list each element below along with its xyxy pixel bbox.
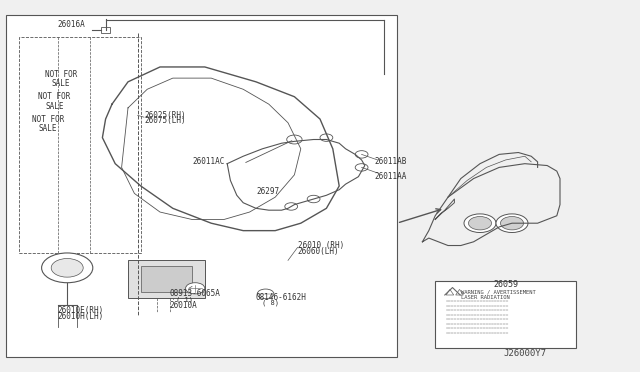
Text: ======================: ====================== bbox=[446, 326, 509, 331]
Bar bbox=[101, 27, 110, 33]
Text: ======================: ====================== bbox=[446, 313, 509, 318]
Circle shape bbox=[287, 135, 302, 144]
Text: 26060(LH): 26060(LH) bbox=[298, 247, 339, 256]
Text: 26010A: 26010A bbox=[170, 301, 197, 310]
Text: 08913-6065A: 08913-6065A bbox=[170, 289, 220, 298]
Circle shape bbox=[468, 217, 492, 230]
Text: ======================: ====================== bbox=[446, 304, 509, 309]
Text: 26016A: 26016A bbox=[58, 20, 85, 29]
Text: ( 8): ( 8) bbox=[262, 300, 280, 307]
Text: NOT FOR: NOT FOR bbox=[45, 70, 77, 79]
Text: N: N bbox=[187, 289, 191, 295]
Circle shape bbox=[320, 134, 333, 141]
Text: 26010 (RH): 26010 (RH) bbox=[298, 241, 344, 250]
Circle shape bbox=[51, 259, 83, 277]
Text: 26059: 26059 bbox=[493, 280, 518, 289]
Circle shape bbox=[186, 283, 205, 294]
Circle shape bbox=[355, 151, 368, 158]
Text: ======================: ====================== bbox=[446, 322, 509, 327]
Text: ======================: ====================== bbox=[446, 299, 509, 305]
Circle shape bbox=[285, 203, 298, 210]
Text: 26297: 26297 bbox=[256, 187, 279, 196]
Bar bbox=[6, 15, 397, 357]
Bar bbox=[128, 260, 205, 298]
Circle shape bbox=[500, 217, 524, 230]
Polygon shape bbox=[456, 289, 463, 295]
Text: ( 1): ( 1) bbox=[176, 296, 193, 303]
Text: 26010E(RH): 26010E(RH) bbox=[58, 306, 104, 315]
Bar bbox=[435, 281, 576, 348]
Text: WARNING / AVERTISSEMENT: WARNING / AVERTISSEMENT bbox=[461, 289, 536, 295]
Circle shape bbox=[496, 214, 528, 232]
Text: NOT FOR: NOT FOR bbox=[38, 92, 70, 101]
Text: ======================: ====================== bbox=[446, 308, 509, 314]
Text: NOT FOR: NOT FOR bbox=[32, 115, 64, 124]
Text: 26011AB: 26011AB bbox=[374, 157, 407, 166]
Text: 26025(RH): 26025(RH) bbox=[144, 111, 186, 120]
Text: 26011AA: 26011AA bbox=[374, 172, 407, 181]
Text: 26011AC: 26011AC bbox=[192, 157, 225, 166]
Circle shape bbox=[355, 164, 368, 171]
Text: SALE: SALE bbox=[52, 79, 70, 88]
Text: ======================: ====================== bbox=[446, 317, 509, 323]
Bar bbox=[141, 266, 192, 292]
Circle shape bbox=[464, 214, 496, 232]
Text: 26075(LH): 26075(LH) bbox=[144, 116, 186, 125]
Circle shape bbox=[257, 289, 274, 299]
Text: 08146-6162H: 08146-6162H bbox=[256, 293, 307, 302]
Text: 26010H(LH): 26010H(LH) bbox=[58, 312, 104, 321]
Text: ======================: ====================== bbox=[446, 331, 509, 336]
Circle shape bbox=[307, 195, 320, 203]
Text: J26000Y7: J26000Y7 bbox=[503, 349, 547, 358]
Text: LASER RADIATION: LASER RADIATION bbox=[461, 295, 509, 300]
Text: SALE: SALE bbox=[45, 102, 63, 110]
Polygon shape bbox=[446, 289, 454, 295]
Bar bbox=[19, 37, 141, 253]
Text: SALE: SALE bbox=[39, 124, 57, 133]
Circle shape bbox=[42, 253, 93, 283]
